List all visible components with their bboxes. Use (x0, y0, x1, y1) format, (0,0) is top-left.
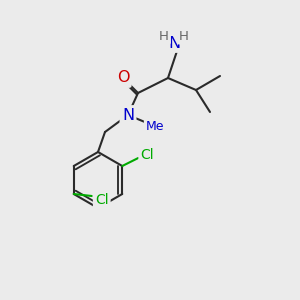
Text: O: O (117, 70, 129, 86)
Text: Me: Me (146, 121, 164, 134)
Text: H: H (179, 29, 189, 43)
Text: N: N (122, 107, 134, 122)
Text: N: N (168, 35, 180, 50)
Text: H: H (159, 29, 169, 43)
Text: Cl: Cl (140, 148, 154, 162)
Text: Cl: Cl (95, 193, 109, 207)
